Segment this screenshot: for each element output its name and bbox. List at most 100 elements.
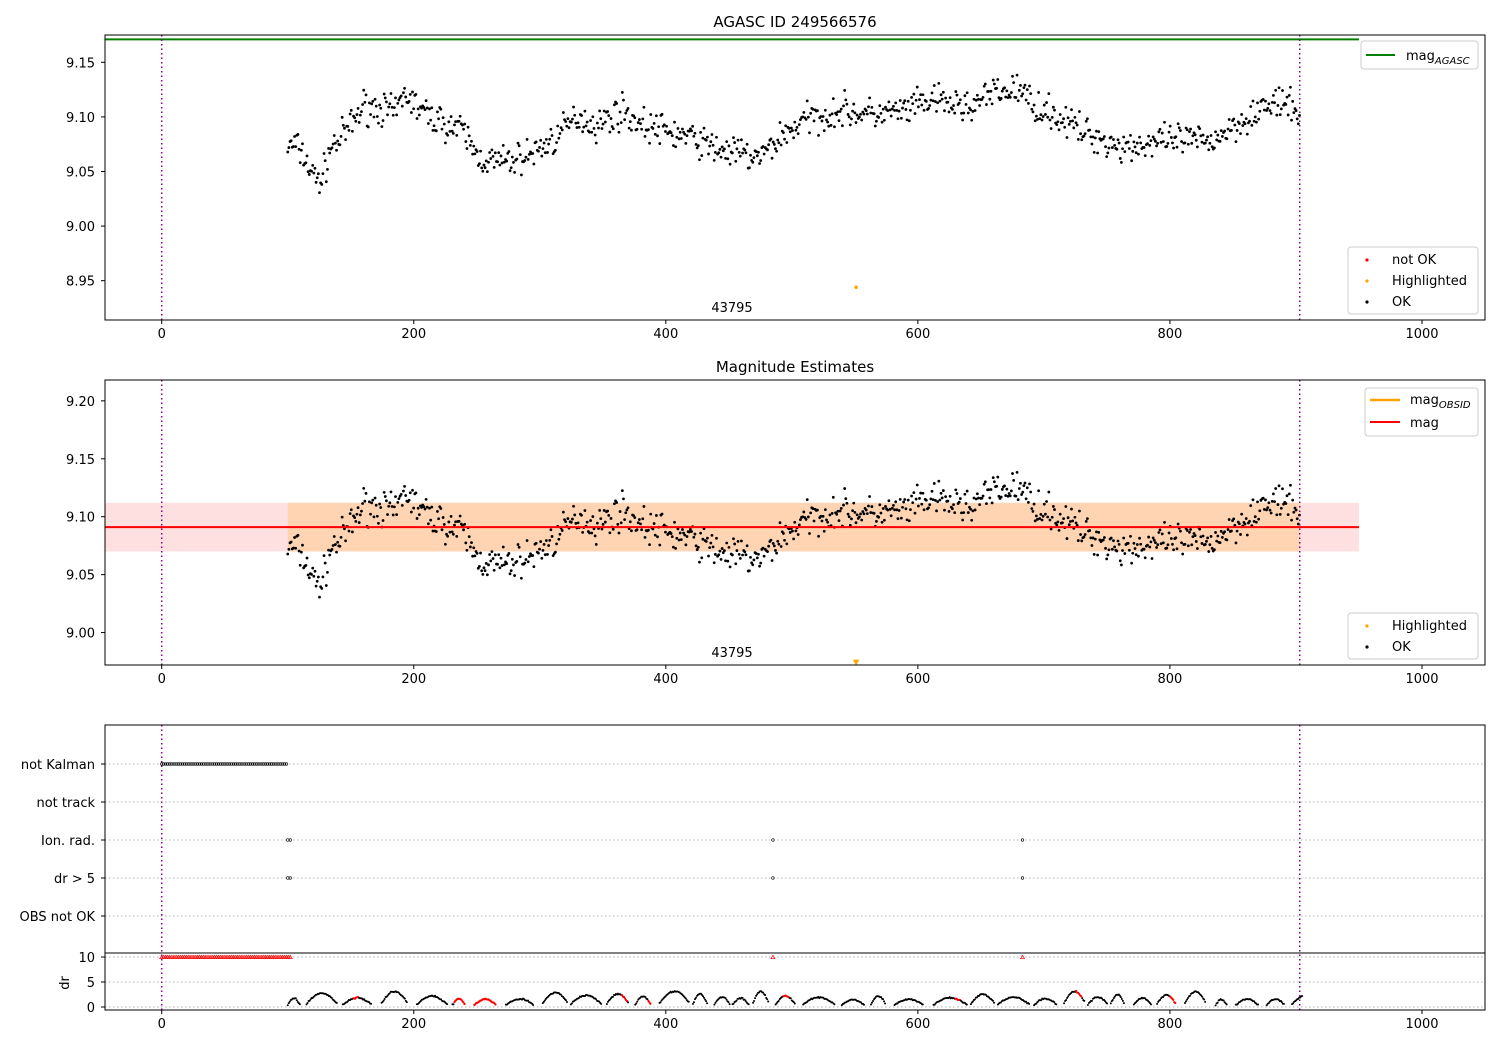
data-point [1147, 134, 1151, 138]
dr-point [595, 998, 598, 1001]
data-point [461, 123, 464, 127]
data-point [734, 562, 738, 566]
data-point [784, 124, 788, 128]
data-point [1143, 154, 1147, 158]
data-point [1109, 135, 1113, 139]
svg-text:magOBSID: magOBSID [1410, 393, 1471, 411]
x-tick-label: 1000 [1405, 1017, 1438, 1032]
data-point [955, 492, 959, 495]
data-point [904, 108, 908, 111]
data-point [912, 92, 916, 96]
data-point [1194, 138, 1198, 142]
data-point [823, 108, 827, 112]
data-point [999, 495, 1003, 499]
data-point [1220, 135, 1224, 138]
data-point [390, 105, 394, 109]
data-point [608, 130, 612, 134]
data-point [1254, 120, 1258, 124]
data-point [1030, 507, 1034, 511]
data-point [677, 538, 681, 542]
data-point [343, 126, 346, 130]
dr-tick-label: 10 [78, 951, 95, 966]
data-point [820, 519, 824, 523]
data-point [314, 180, 318, 184]
data-point [1214, 130, 1217, 134]
data-point [633, 516, 637, 520]
data-point [360, 509, 363, 513]
data-point [660, 112, 664, 116]
data-point [403, 86, 406, 90]
dr-point [933, 1003, 936, 1006]
data-point [898, 497, 902, 501]
data-point [1251, 498, 1255, 502]
data-point [881, 507, 885, 510]
data-point [648, 543, 651, 547]
dr-point [659, 1001, 662, 1004]
data-point [1090, 544, 1094, 547]
data-point [943, 508, 946, 512]
data-point [301, 543, 304, 547]
data-point [1024, 497, 1028, 501]
data-point [385, 100, 388, 104]
data-point [872, 112, 876, 116]
data-point [937, 479, 941, 483]
data-point [1075, 123, 1079, 127]
data-point [344, 138, 347, 142]
dr-point [1185, 1000, 1188, 1003]
dr-point [762, 991, 765, 994]
dr-point [308, 999, 311, 1002]
data-point [850, 117, 853, 121]
data-point [1046, 515, 1050, 519]
data-point [1178, 129, 1182, 132]
dr-point [382, 999, 385, 1002]
data-point [428, 506, 431, 510]
data-point [1190, 141, 1194, 145]
data-point [1148, 545, 1152, 549]
data-point [1285, 494, 1289, 498]
data-point [1203, 542, 1207, 546]
flag-point-not-kalman [211, 762, 215, 766]
data-point [695, 146, 699, 150]
data-point [326, 571, 329, 574]
data-point [991, 78, 995, 82]
data-point [366, 125, 370, 129]
data-point [749, 555, 752, 559]
data-point [584, 124, 588, 128]
data-point [794, 128, 798, 132]
data-point [957, 101, 961, 105]
data-point [1064, 105, 1068, 109]
data-point [412, 506, 416, 510]
flag-point-dr-gt-5 [771, 876, 775, 880]
data-point [1019, 481, 1022, 485]
data-point [505, 159, 509, 163]
data-point [1220, 536, 1224, 539]
x-tick-label: 600 [905, 1017, 930, 1032]
data-point [772, 544, 776, 548]
data-point [306, 573, 310, 577]
data-point [774, 147, 777, 151]
data-point [944, 96, 948, 100]
dr-point [789, 997, 792, 1000]
data-point [700, 556, 704, 560]
data-point [1066, 116, 1070, 120]
data-point [700, 154, 704, 157]
data-point [1101, 137, 1105, 141]
data-point [425, 106, 429, 110]
data-point [483, 569, 487, 572]
data-point [869, 111, 873, 115]
data-point [723, 147, 726, 151]
data-point [1290, 118, 1293, 122]
data-point [1051, 505, 1055, 508]
data-point [892, 503, 895, 507]
dr-point [386, 994, 389, 997]
data-point [1057, 128, 1061, 132]
data-point [346, 124, 350, 128]
data-point [540, 556, 544, 560]
data-point [1127, 548, 1131, 552]
data-point [1046, 115, 1050, 119]
data-point [1106, 151, 1110, 155]
dr-point [434, 994, 437, 997]
data-point [1123, 552, 1127, 555]
data-point [935, 509, 938, 513]
data-point [685, 134, 689, 138]
